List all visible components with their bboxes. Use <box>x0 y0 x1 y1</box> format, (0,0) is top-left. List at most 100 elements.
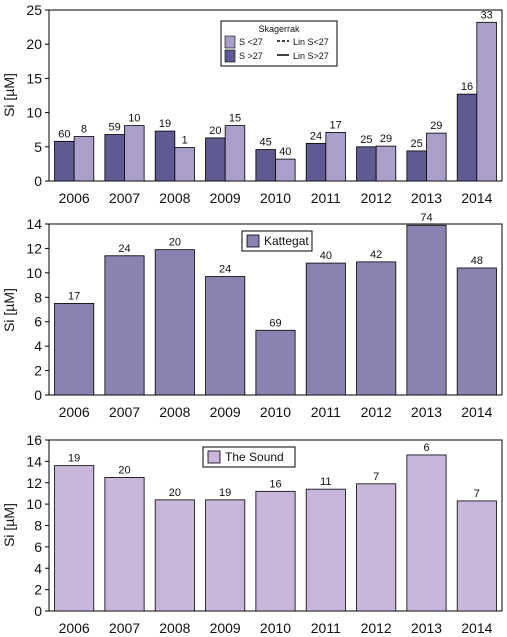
y-axis-label: Si [µM] <box>1 288 17 332</box>
x-tick-label: 2006 <box>59 190 90 206</box>
bar-data-label: 1 <box>182 134 188 146</box>
bar-s-27-2013 <box>406 150 427 182</box>
x-tick-label: 2012 <box>361 190 392 206</box>
y-tick-label: 2 <box>34 582 42 598</box>
bar-s-27-2006 <box>54 140 75 182</box>
x-tick-label: 2014 <box>461 404 492 420</box>
bar-s-27-2006 <box>73 136 95 182</box>
y-tick-label: 25 <box>26 2 42 18</box>
bar-kattegat-2010 <box>255 329 296 396</box>
x-tick-label: 2009 <box>210 190 241 206</box>
y-tick-label: 4 <box>34 338 42 354</box>
legend-box <box>241 230 313 252</box>
legend-box <box>202 446 296 468</box>
bar-data-label: 11 <box>320 476 331 488</box>
legend-label: S <27 <box>239 37 263 47</box>
y-tick-label: 14 <box>26 216 42 232</box>
legend-label: Kattegat <box>264 234 309 248</box>
x-tick-label: 2013 <box>411 190 442 206</box>
bar-s-27-2014 <box>476 21 497 182</box>
bar-kattegat-2011 <box>305 262 346 396</box>
bar-s-27-2011 <box>325 132 346 182</box>
bar-kattegat-2013 <box>406 224 447 396</box>
bar-s-27-2007 <box>124 125 145 182</box>
bar-the-sound-2010 <box>255 490 296 612</box>
y-tick-label: 6 <box>34 539 42 555</box>
bar-the-sound-2009 <box>205 499 246 612</box>
y-tick-label: 5 <box>34 139 42 155</box>
y-tick-label: 8 <box>34 518 42 534</box>
bar-data-label: 16 <box>461 81 473 93</box>
bar-data-label: 60 <box>58 128 70 140</box>
bar-the-sound-2012 <box>356 483 397 612</box>
y-tick-label: 10 <box>26 496 42 512</box>
x-tick-label: 2009 <box>210 404 241 420</box>
bar-data-label: 48 <box>471 255 483 267</box>
y-axis-label: Si [µM] <box>1 73 17 117</box>
legend: Kattegat <box>241 230 313 252</box>
bar-data-label: 20 <box>209 125 221 137</box>
legend-swatch <box>207 450 221 464</box>
bar-data-label: 42 <box>370 249 382 261</box>
y-tick-label: 0 <box>34 603 42 619</box>
x-tick-label: 2013 <box>411 620 442 636</box>
bar-s-27-2008 <box>154 130 176 182</box>
bar-data-label: 25 <box>360 134 372 146</box>
bar-kattegat-2012 <box>356 261 397 396</box>
bar-data-label: 59 <box>109 121 121 133</box>
legend-box <box>220 20 338 67</box>
y-tick-label: 4 <box>34 560 42 576</box>
bar-data-label: 24 <box>219 264 231 276</box>
legend-label: Lin S<27 <box>293 37 329 47</box>
bar-data-label: 25 <box>411 138 423 150</box>
x-tick-label: 2006 <box>59 620 90 636</box>
x-tick-label: 2012 <box>361 620 392 636</box>
bar-kattegat-2006 <box>54 302 95 396</box>
bar-data-label: 17 <box>330 119 342 131</box>
bar-the-sound-2011 <box>305 488 346 612</box>
bar-the-sound-2013 <box>406 454 447 612</box>
bar-data-label: 17 <box>68 290 80 302</box>
x-tick-label: 2014 <box>461 620 492 636</box>
y-tick-label: 12 <box>26 475 42 491</box>
bar-the-sound-2007 <box>104 477 145 612</box>
bar-data-label: 20 <box>118 464 130 476</box>
bar-kattegat-2014 <box>456 267 497 396</box>
legend-label: Lin S>27 <box>293 51 329 61</box>
bar-data-label: 16 <box>269 478 281 490</box>
x-tick-label: 2011 <box>311 190 341 206</box>
x-tick-label: 2006 <box>59 404 90 420</box>
bar-data-label: 40 <box>279 146 291 158</box>
legend: The Sound <box>202 446 296 468</box>
legend-label: S >27 <box>239 51 263 61</box>
y-tick-label: 10 <box>26 265 42 281</box>
bar-data-label: 69 <box>269 317 281 329</box>
bar-the-sound-2008 <box>154 499 195 612</box>
chart-panel-3: 0 2 4 6 8 10 12 14 16 Si [µM] 2006 2007 2008 2009 2010… <box>1 432 503 636</box>
legend-swatch-s-gt-27 <box>224 49 236 63</box>
y-tick-label: 0 <box>34 173 42 189</box>
bar-data-label: 8 <box>81 124 87 136</box>
bar-data-label: 74 <box>420 212 432 224</box>
bar-data-label: 7 <box>373 471 379 483</box>
bar-s-27-2014 <box>456 93 478 182</box>
bar-data-label: 6 <box>423 442 429 454</box>
bar-s-27-2009 <box>205 137 226 182</box>
bar-s-27-2008 <box>174 147 195 182</box>
legend-swatch <box>246 234 260 248</box>
legend: Skagerrak S <27 Lin S<27 S >27 Lin S>27 <box>220 20 338 67</box>
bar-data-label: 20 <box>169 487 181 499</box>
bar-data-label: 40 <box>320 250 332 262</box>
x-tick-label: 2008 <box>159 620 190 636</box>
bar-s-27-2010 <box>275 158 296 182</box>
bar-data-label: 19 <box>68 453 80 465</box>
bar-s-27-2007 <box>104 134 125 182</box>
bar-kattegat-2007 <box>104 255 145 396</box>
bar-data-label: 20 <box>169 237 181 249</box>
y-tick-label: 8 <box>34 289 42 305</box>
bar-s-27-2009 <box>224 125 246 182</box>
y-tick-label: 10 <box>26 105 42 121</box>
bar-kattegat-2009 <box>205 276 246 396</box>
